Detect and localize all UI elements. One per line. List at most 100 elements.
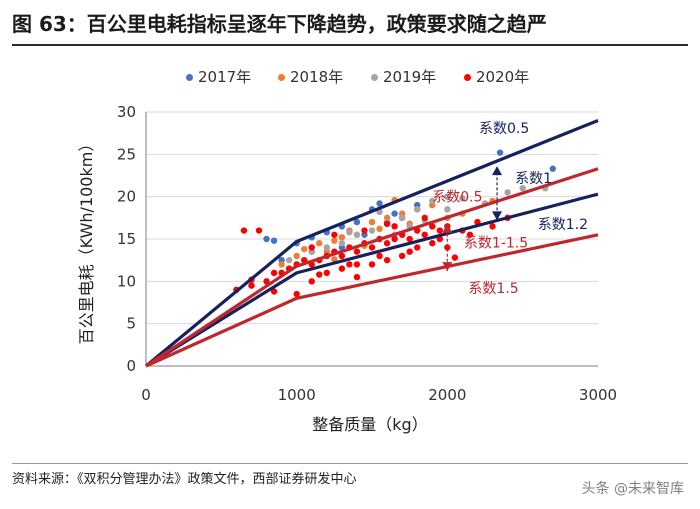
data-point-2019年 bbox=[353, 231, 361, 238]
legend-label: 2018年 bbox=[290, 68, 344, 86]
data-point-2017年 bbox=[391, 210, 398, 217]
reference-line-系数1.5 bbox=[145, 233, 599, 368]
data-point-2020年 bbox=[293, 290, 300, 298]
data-point-2018年 bbox=[316, 240, 323, 247]
x-axis-label: 整备质量（kg） bbox=[312, 415, 427, 434]
data-point-2019年 bbox=[398, 214, 406, 222]
chart-grid bbox=[146, 111, 598, 325]
chart-annotations: 系数0.5 系数1 系数1.2 系数0.5 系数1-1.5 系数1.5 bbox=[432, 121, 588, 297]
data-point-2017年 bbox=[549, 165, 556, 172]
x-tick-label: 2000 bbox=[428, 386, 466, 404]
data-point-2018年 bbox=[376, 225, 383, 233]
data-point-2019年 bbox=[285, 256, 293, 264]
arrow-head bbox=[442, 223, 453, 233]
data-point-2020年 bbox=[270, 269, 278, 277]
data-point-2020年 bbox=[308, 244, 315, 251]
chart-tick-labels: 0 5 10 15 20 25 30 0 1000 2000 3000 bbox=[117, 103, 617, 404]
data-point-2017年 bbox=[263, 235, 270, 243]
data-point-2020年 bbox=[489, 223, 496, 230]
data-point-2020年 bbox=[406, 248, 413, 255]
legend-marker bbox=[371, 74, 378, 81]
data-point-2020年 bbox=[391, 223, 398, 230]
data-point-2020年 bbox=[263, 278, 270, 285]
y-tick-label: 5 bbox=[126, 315, 136, 333]
data-point-2017年 bbox=[270, 237, 278, 244]
data-point-2020年 bbox=[338, 252, 346, 260]
page-title: 图 63：百公里电耗指标呈逐年下降趋势，政策要求随之趋严 bbox=[12, 12, 547, 36]
data-point-2020年 bbox=[383, 256, 391, 264]
data-point-2020年 bbox=[429, 240, 436, 247]
data-point-2020年 bbox=[368, 261, 376, 268]
data-point-2019年 bbox=[444, 206, 451, 213]
data-point-2020年 bbox=[391, 235, 398, 243]
legend-item: 2018年 bbox=[278, 68, 343, 86]
data-point-2020年 bbox=[444, 244, 451, 251]
data-point-2020年 bbox=[308, 278, 315, 285]
data-point-2020年 bbox=[270, 288, 278, 295]
data-point-2019年 bbox=[338, 240, 346, 247]
legend-label: 2019年 bbox=[383, 68, 437, 86]
legend-item: 2019年 bbox=[371, 68, 436, 86]
legend-item: 2017年 bbox=[186, 68, 251, 86]
data-point-2020年 bbox=[429, 223, 436, 230]
data-point-2020年 bbox=[338, 265, 346, 272]
data-point-2020年 bbox=[398, 252, 406, 260]
data-point-2020年 bbox=[451, 254, 459, 261]
data-point-2018年 bbox=[331, 256, 338, 263]
watermark: 头条 @未来智库 bbox=[581, 481, 684, 497]
data-point-2017年 bbox=[496, 149, 504, 156]
title-divider bbox=[12, 44, 688, 46]
y-tick-label: 25 bbox=[117, 145, 136, 163]
data-point-2020年 bbox=[368, 244, 376, 251]
data-point-2019年 bbox=[429, 197, 436, 205]
data-point-2020年 bbox=[406, 235, 413, 243]
data-point-2020年 bbox=[346, 261, 353, 268]
arrow-head bbox=[442, 262, 453, 272]
arrow-head bbox=[492, 166, 503, 176]
legend-label: 2017年 bbox=[198, 68, 252, 86]
data-point-2020年 bbox=[248, 282, 255, 289]
data-point-2018年 bbox=[331, 237, 338, 244]
annotation-label: 系数0.5 bbox=[479, 121, 529, 137]
legend-marker bbox=[464, 74, 471, 81]
annotation-label: 系数0.5 bbox=[432, 190, 482, 206]
y-axis-label: 百公里电耗（KWh/100km） bbox=[77, 136, 96, 345]
data-point-2019年 bbox=[519, 185, 526, 192]
x-tick-label: 1000 bbox=[278, 386, 316, 404]
data-point-2020年 bbox=[240, 227, 248, 234]
y-tick-label: 20 bbox=[117, 188, 136, 206]
x-tick-label: 3000 bbox=[579, 386, 617, 404]
reference-line-系数0.5 bbox=[145, 167, 599, 368]
data-point-2020年 bbox=[421, 214, 428, 222]
data-point-2017年 bbox=[376, 200, 383, 207]
data-point-2020年 bbox=[353, 261, 361, 268]
annotation-label: 系数1 bbox=[515, 171, 552, 187]
data-point-2020年 bbox=[331, 231, 338, 238]
y-tick-label: 0 bbox=[126, 357, 136, 375]
annotation-label: 系数1.2 bbox=[538, 217, 588, 233]
data-point-2019年 bbox=[459, 195, 466, 202]
data-point-2020年 bbox=[316, 271, 323, 278]
data-point-2018年 bbox=[278, 261, 285, 268]
reference-line-系数0.5 bbox=[144, 118, 599, 368]
data-point-2017年 bbox=[353, 218, 361, 226]
data-point-2020年 bbox=[376, 252, 383, 260]
data-point-2020年 bbox=[414, 244, 421, 251]
footer-divider bbox=[12, 463, 688, 464]
legend-label: 2020年 bbox=[476, 68, 530, 86]
data-point-2018年 bbox=[338, 234, 346, 241]
source-note: 资料来源：《双积分管理办法》政策文件，西部证券研发中心 bbox=[12, 472, 357, 487]
data-point-2018年 bbox=[368, 218, 376, 226]
data-point-2020年 bbox=[323, 269, 330, 277]
x-tick-label: 0 bbox=[141, 386, 151, 404]
annotation-label: 系数1-1.5 bbox=[464, 235, 528, 251]
data-point-2018年 bbox=[293, 252, 300, 260]
data-point-2020年 bbox=[255, 227, 263, 234]
data-point-2020年 bbox=[421, 231, 428, 238]
data-point-2020年 bbox=[353, 273, 361, 281]
y-tick-label: 15 bbox=[117, 230, 136, 248]
chart-arrows bbox=[442, 166, 503, 272]
legend-marker bbox=[278, 74, 285, 81]
annotation-label: 系数1.5 bbox=[468, 281, 518, 297]
